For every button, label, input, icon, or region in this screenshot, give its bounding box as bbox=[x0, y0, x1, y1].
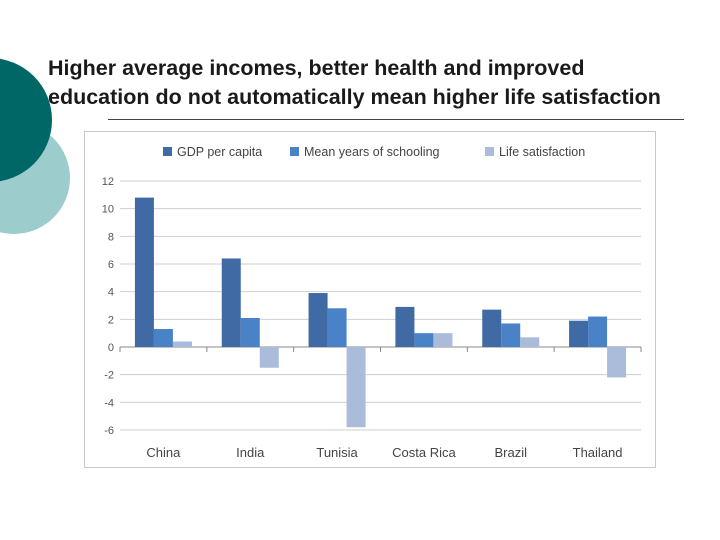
deco-circle-dark bbox=[0, 58, 52, 182]
bar-gdp-per-capita-china bbox=[134, 197, 154, 347]
bar-mean-years-of-schooling-thailand bbox=[588, 316, 608, 347]
title-divider bbox=[108, 119, 684, 120]
bar-life-satisfaction-brazil bbox=[520, 337, 540, 347]
slide-title-line-1: Higher average incomes, better health an… bbox=[48, 56, 585, 80]
y-tick-label: 10 bbox=[102, 204, 114, 216]
bar-chart: 12 10 8 6 4 2 0 -2 -4 -6 China India Tunisia Costa Ri… bbox=[102, 145, 642, 460]
bar-mean-years-of-schooling-tunisia bbox=[327, 308, 347, 347]
y-tick-label: -4 bbox=[104, 397, 114, 409]
y-tick-label: 4 bbox=[108, 287, 114, 299]
y-tick-label: -2 bbox=[104, 370, 114, 382]
x-category-label: Tunisia bbox=[316, 445, 358, 460]
slide-title-line-2: education do not automatically mean high… bbox=[48, 85, 661, 109]
legend-swatch bbox=[485, 147, 494, 156]
x-category-label: China bbox=[146, 445, 181, 460]
legend-swatch bbox=[290, 147, 299, 156]
bar-mean-years-of-schooling-brazil bbox=[501, 323, 521, 347]
bar-life-satisfaction-thailand bbox=[607, 347, 627, 378]
bar-gdp-per-capita-costa-rica bbox=[395, 306, 415, 347]
y-tick-label: 0 bbox=[108, 342, 114, 354]
bar-life-satisfaction-tunisia bbox=[346, 347, 366, 428]
legend-swatch bbox=[163, 147, 172, 156]
bar-gdp-per-capita-brazil bbox=[482, 309, 502, 347]
legend-label: Mean years of schooling bbox=[304, 145, 440, 159]
y-tick-label: 2 bbox=[108, 314, 114, 326]
bar-mean-years-of-schooling-costa-rica bbox=[414, 333, 434, 347]
slide-title: Higher average incomes, better health an… bbox=[48, 54, 708, 112]
legend-label: GDP per capita bbox=[177, 145, 262, 159]
y-tick-label: 12 bbox=[102, 176, 114, 188]
bar-mean-years-of-schooling-india bbox=[240, 317, 260, 347]
x-category-label: India bbox=[236, 445, 265, 460]
x-category-label: Brazil bbox=[494, 445, 527, 460]
x-category-label: Thailand bbox=[573, 445, 623, 460]
legend-label: Life satisfaction bbox=[499, 145, 585, 159]
bar-mean-years-of-schooling-china bbox=[153, 329, 173, 347]
bar-life-satisfaction-china bbox=[172, 341, 192, 347]
bar-life-satisfaction-india bbox=[259, 347, 279, 368]
bar-gdp-per-capita-thailand bbox=[569, 320, 589, 347]
x-category-label: Costa Rica bbox=[392, 445, 456, 460]
bar-life-satisfaction-costa-rica bbox=[433, 333, 453, 347]
bar-gdp-per-capita-india bbox=[221, 258, 241, 347]
decorative-circles bbox=[0, 58, 70, 234]
y-tick-label: 6 bbox=[108, 259, 114, 271]
bar-gdp-per-capita-tunisia bbox=[308, 293, 328, 347]
chart-container: 12 10 8 6 4 2 0 -2 -4 -6 China India Tunisia Costa Ri… bbox=[84, 131, 656, 468]
y-tick-label: -6 bbox=[104, 425, 114, 437]
y-tick-label: 8 bbox=[108, 231, 114, 243]
